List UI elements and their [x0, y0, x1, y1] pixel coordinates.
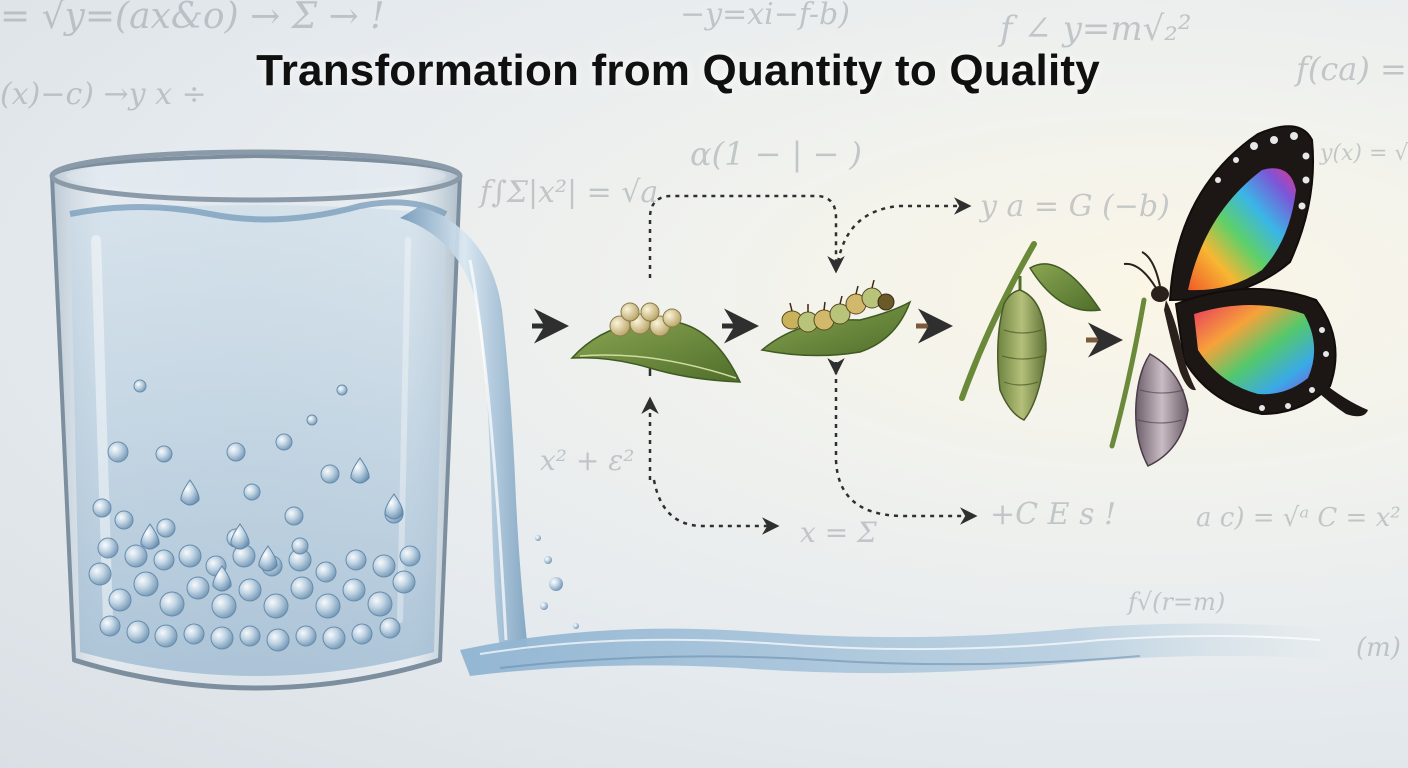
eggs-on-leaf: [570, 302, 742, 383]
dotted-loop-top: [648, 194, 845, 278]
water-droplet: [210, 626, 234, 650]
water-droplet: [372, 554, 396, 578]
water-droplet: [322, 626, 346, 650]
water-droplet: [275, 433, 293, 451]
formula-12: +C E s !: [990, 497, 1116, 532]
water-droplet: [351, 623, 373, 645]
water-droplet: [226, 442, 246, 462]
water-droplet: [238, 578, 262, 602]
water-river: [460, 623, 1340, 676]
water-droplet: [367, 591, 393, 617]
formula-5: (x)−c) →y x ÷: [0, 77, 207, 112]
water-teardrop: [350, 457, 370, 484]
formula-4: f(ca) =: [1294, 50, 1407, 88]
chrysalis-on-branch: [959, 241, 1102, 421]
water-droplet: [284, 506, 304, 526]
water-droplet: [315, 593, 341, 619]
water-droplet: [159, 591, 185, 617]
water-droplet: [88, 562, 112, 586]
water-droplet: [133, 379, 147, 393]
water-stream: [400, 206, 579, 650]
water-droplet: [345, 549, 367, 571]
water-teardrop: [180, 479, 200, 506]
water-droplet: [156, 518, 176, 538]
water-droplets: [88, 379, 421, 652]
water-droplet: [306, 414, 318, 426]
water-droplet: [183, 623, 205, 645]
water-teardrop: [258, 545, 278, 572]
water-droplet: [243, 483, 261, 501]
formula-9: y(x) = √(x): [1319, 141, 1408, 166]
formula-8: y a = G (−b): [978, 189, 1170, 224]
water-droplet: [211, 593, 237, 619]
dotted-arrow-up-right: [836, 197, 972, 263]
water-droplet: [133, 571, 159, 597]
water-glass: [49, 149, 463, 691]
water-droplet: [99, 615, 121, 637]
water-teardrop: [140, 523, 160, 550]
water-droplet: [315, 561, 337, 583]
formula-2: −y=xi−f-b): [680, 0, 850, 32]
page-title: Transformation from Quantity to Quality: [256, 46, 1100, 95]
water-droplet: [266, 628, 290, 652]
water-droplet: [178, 544, 202, 568]
water-droplet: [155, 445, 173, 463]
wing-spots-lower: [1259, 327, 1329, 411]
formula-11: x = Σ: [800, 516, 877, 549]
formula-1: = √y=(ax&o) → Σ → !: [0, 0, 385, 37]
water-teardrop: [384, 493, 404, 520]
water-droplet: [186, 576, 210, 600]
water-droplet: [290, 576, 314, 600]
water-droplet: [336, 384, 348, 396]
background-formulas: = √y=(ax&o) → Σ → ! −y=xi−f-b) f ∠ y=m√₂…: [0, 0, 1408, 663]
water-droplet: [114, 510, 134, 530]
formula-15: (m): [1356, 633, 1401, 663]
water-droplet: [295, 625, 317, 647]
water-droplet: [263, 593, 289, 619]
water-droplet: [399, 545, 421, 567]
water-teardrop: [212, 565, 232, 592]
wing-spots-upper: [1215, 132, 1310, 210]
water-droplet: [379, 617, 401, 639]
water-droplet: [239, 625, 261, 647]
formula-14: f√(r=m): [1126, 588, 1225, 616]
water-droplet: [320, 464, 340, 484]
butterfly: [1109, 125, 1368, 467]
caterpillar: [781, 279, 895, 333]
water-droplet: [97, 537, 119, 559]
water-droplet: [124, 544, 148, 568]
formula-3: f ∠ y=m√₂²: [997, 9, 1192, 49]
water-droplet: [154, 624, 178, 648]
formula-7: α(1 − | − ): [690, 135, 862, 173]
formula-13: a c) = √ᵃ C = x²: [1196, 503, 1401, 533]
water-droplet: [92, 498, 112, 518]
dotted-arrow-lower: [834, 370, 978, 525]
water-droplet: [153, 549, 175, 571]
water-droplet: [126, 620, 150, 644]
water-teardrop: [230, 523, 250, 550]
formula-6: f∫Σ|x²| = √a: [478, 175, 658, 210]
water-droplet: [108, 588, 132, 612]
water-droplet: [342, 578, 366, 602]
caterpillar-on-leaf: [760, 279, 912, 357]
water-droplet: [291, 537, 309, 555]
water-droplet: [107, 441, 129, 463]
dotted-arrow-down-right: [652, 479, 780, 535]
formula-10: x² + ε²: [540, 444, 635, 477]
water-droplet: [392, 570, 416, 594]
